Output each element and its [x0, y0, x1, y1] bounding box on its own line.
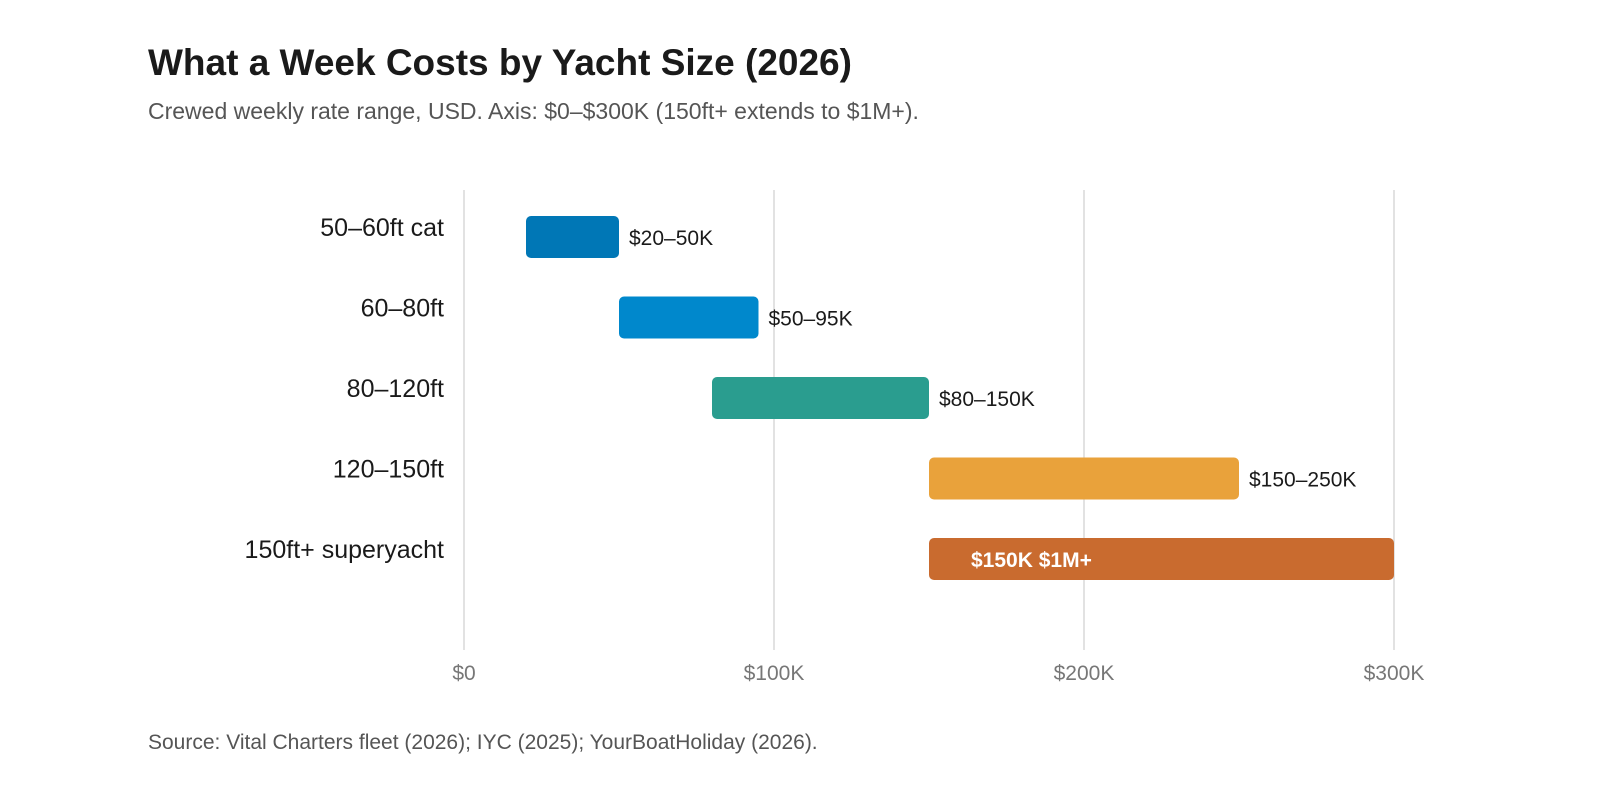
- data-label: $50–95K: [769, 308, 853, 331]
- chart-subtitle: Crewed weekly rate range, USD. Axis: $0–…: [148, 98, 919, 124]
- range-bar: [712, 377, 929, 419]
- x-tick-label: $300K: [1364, 662, 1425, 685]
- x-tick-label: $0: [452, 662, 475, 685]
- x-tick-label: $100K: [744, 662, 805, 685]
- gridlines: [463, 190, 1395, 650]
- chart-title: What a Week Costs by Yacht Size (2026): [148, 42, 852, 83]
- category-label: 150ft+ superyacht: [245, 536, 444, 564]
- source-note: Source: Vital Charters fleet (2026); IYC…: [148, 731, 818, 754]
- data-label: $80–150K: [939, 388, 1035, 411]
- range-bar: [929, 538, 1394, 580]
- category-label: 120–150ft: [333, 456, 444, 484]
- labels: $0 $100K $200K $300K 50–60ft cat $20–50K 60–80…: [245, 214, 1425, 685]
- range-bar: [929, 457, 1239, 500]
- bars: [526, 216, 1394, 580]
- category-label: 60–80ft: [361, 295, 444, 323]
- category-label: 50–60ft cat: [320, 214, 444, 242]
- x-tick-label: $200K: [1054, 662, 1115, 685]
- data-label: $150–250K: [1249, 469, 1356, 492]
- data-label: $20–50K: [629, 227, 713, 250]
- category-label: 80–120ft: [347, 375, 444, 403]
- range-bar: [526, 216, 619, 258]
- range-bar: [619, 296, 759, 339]
- data-label: $150K $1M+: [971, 549, 1092, 572]
